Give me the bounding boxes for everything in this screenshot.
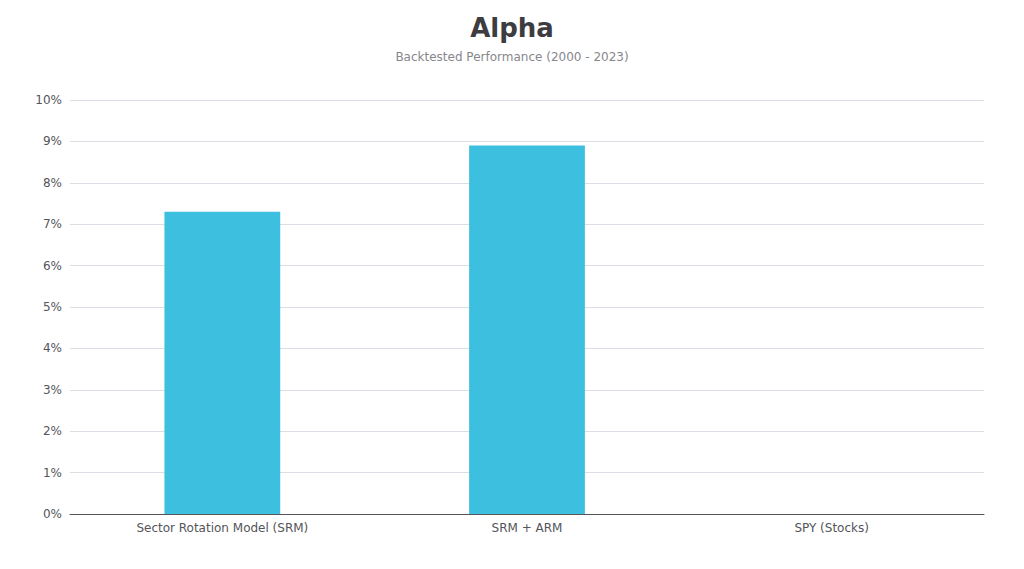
- svg-text:9%: 9%: [43, 134, 62, 148]
- svg-text:0%: 0%: [43, 507, 62, 521]
- svg-text:Alpha: Alpha: [470, 13, 554, 43]
- svg-text:5%: 5%: [43, 300, 62, 314]
- svg-text:8%: 8%: [43, 176, 62, 190]
- svg-text:2%: 2%: [43, 424, 62, 438]
- svg-text:SRM + ARM: SRM + ARM: [492, 521, 563, 535]
- svg-text:10%: 10%: [35, 93, 62, 107]
- svg-text:3%: 3%: [43, 383, 62, 397]
- svg-text:Backtested Performance (2000 -: Backtested Performance (2000 - 2023): [395, 50, 628, 64]
- svg-text:4%: 4%: [43, 341, 62, 355]
- svg-text:1%: 1%: [43, 466, 62, 480]
- svg-text:Sector Rotation Model (SRM): Sector Rotation Model (SRM): [136, 521, 308, 535]
- svg-text:6%: 6%: [43, 259, 62, 273]
- svg-text:SPY (Stocks): SPY (Stocks): [794, 521, 869, 535]
- svg-text:7%: 7%: [43, 217, 62, 231]
